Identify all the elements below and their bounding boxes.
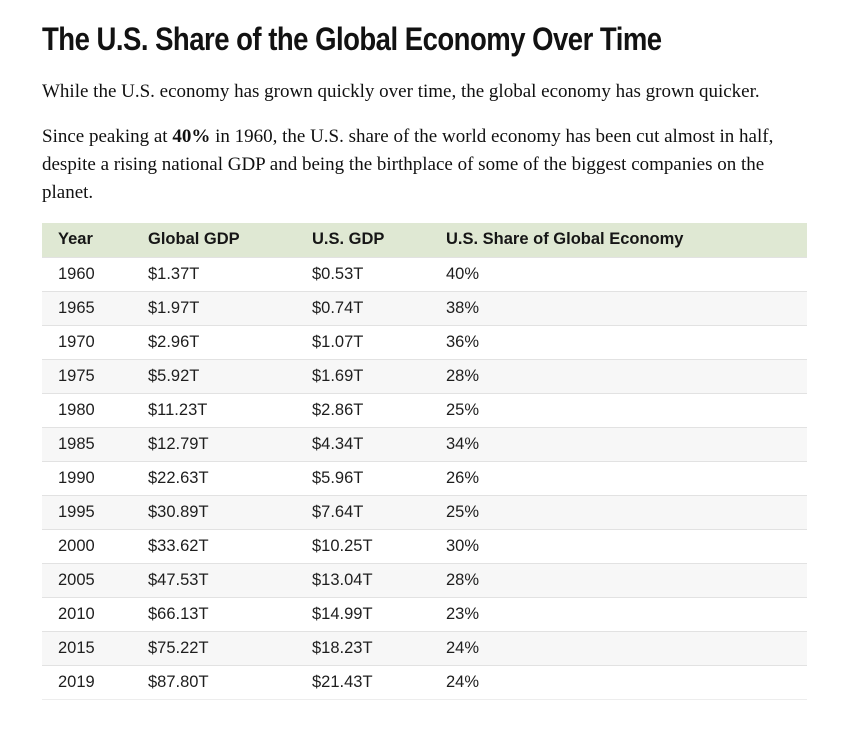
table-cell-us-gdp: $0.74T bbox=[296, 290, 430, 325]
table-row: 1960 $1.37T $0.53T 40% bbox=[42, 256, 807, 291]
table-cell-us-gdp: $18.23T bbox=[296, 630, 430, 665]
table-cell-us-share: 28% bbox=[430, 358, 807, 393]
table-cell-us-gdp: $1.69T bbox=[296, 358, 430, 393]
table-cell-us-share: 34% bbox=[430, 426, 807, 461]
table-cell-us-gdp: $4.34T bbox=[296, 426, 430, 461]
column-header-us-share: U.S. Share of Global Economy bbox=[430, 223, 807, 257]
table-cell-year: 1990 bbox=[42, 460, 132, 495]
table-header-row: Year Global GDP U.S. GDP U.S. Share of G… bbox=[42, 223, 807, 257]
table-cell-us-share: 24% bbox=[430, 664, 807, 700]
table-row: 2000 $33.62T $10.25T 30% bbox=[42, 528, 807, 563]
table-cell-global-gdp: $1.97T bbox=[132, 290, 296, 325]
table-cell-us-gdp: $7.64T bbox=[296, 494, 430, 529]
table-cell-us-share: 23% bbox=[430, 596, 807, 631]
table-cell-year: 1985 bbox=[42, 426, 132, 461]
table-cell-global-gdp: $11.23T bbox=[132, 392, 296, 427]
intro-paragraph: While the U.S. economy has grown quickly… bbox=[42, 81, 760, 102]
table-cell-global-gdp: $1.37T bbox=[132, 256, 296, 291]
table-cell-global-gdp: $33.62T bbox=[132, 528, 296, 563]
table-cell-us-gdp: $13.04T bbox=[296, 562, 430, 597]
table-cell-year: 1975 bbox=[42, 358, 132, 393]
table-cell-global-gdp: $47.53T bbox=[132, 562, 296, 597]
gdp-share-table: Year Global GDP U.S. GDP U.S. Share of G… bbox=[42, 223, 807, 700]
table-cell-us-share: 26% bbox=[430, 460, 807, 495]
table-cell-us-share: 25% bbox=[430, 392, 807, 427]
column-header-global-gdp: Global GDP bbox=[132, 223, 296, 257]
table-cell-global-gdp: $87.80T bbox=[132, 664, 296, 700]
table-cell-year: 1965 bbox=[42, 290, 132, 325]
table-row: 1990 $22.63T $5.96T 26% bbox=[42, 460, 807, 495]
table-cell-year: 1960 bbox=[42, 256, 132, 291]
table-row: 1975 $5.92T $1.69T 28% bbox=[42, 358, 807, 393]
table-row: 2010 $66.13T $14.99T 23% bbox=[42, 596, 807, 631]
table-row: 1965 $1.97T $0.74T 38% bbox=[42, 290, 807, 325]
table-cell-year: 1980 bbox=[42, 392, 132, 427]
table-cell-us-share: 30% bbox=[430, 528, 807, 563]
table-cell-us-gdp: $5.96T bbox=[296, 460, 430, 495]
summary-paragraph: Since peaking at 40% in 1960, the U.S. s… bbox=[42, 123, 807, 207]
table-cell-global-gdp: $30.89T bbox=[132, 494, 296, 529]
table-cell-us-share: 40% bbox=[430, 256, 807, 291]
table-header: Year Global GDP U.S. GDP U.S. Share of G… bbox=[42, 223, 807, 257]
table-row: 1995 $30.89T $7.64T 25% bbox=[42, 494, 807, 529]
table-cell-us-gdp: $2.86T bbox=[296, 392, 430, 427]
table-cell-us-share: 25% bbox=[430, 494, 807, 529]
table-row: 1970 $2.96T $1.07T 36% bbox=[42, 324, 807, 359]
table-row: 2015 $75.22T $18.23T 24% bbox=[42, 630, 807, 665]
table-cell-global-gdp: $2.96T bbox=[132, 324, 296, 359]
table-cell-us-gdp: $21.43T bbox=[296, 664, 430, 700]
table-cell-us-share: 38% bbox=[430, 290, 807, 325]
table-cell-global-gdp: $22.63T bbox=[132, 460, 296, 495]
table-row: 2005 $47.53T $13.04T 28% bbox=[42, 562, 807, 597]
table-cell-year: 2000 bbox=[42, 528, 132, 563]
column-header-year: Year bbox=[42, 223, 132, 257]
table-cell-us-share: 36% bbox=[430, 324, 807, 359]
table-cell-year: 2015 bbox=[42, 630, 132, 665]
table-cell-us-gdp: $10.25T bbox=[296, 528, 430, 563]
table-row: 1980 $11.23T $2.86T 25% bbox=[42, 392, 807, 427]
peak-percentage: 40% bbox=[172, 126, 211, 147]
table-row: 2019 $87.80T $21.43T 24% bbox=[42, 664, 807, 700]
page-title: The U.S. Share of the Global Economy Ove… bbox=[42, 21, 662, 57]
table-cell-us-gdp: $0.53T bbox=[296, 256, 430, 291]
table-cell-year: 2005 bbox=[42, 562, 132, 597]
summary-text-after: in 1960, the U.S. share of the world eco… bbox=[42, 126, 774, 203]
summary-text-before: Since peaking at bbox=[42, 126, 173, 147]
column-header-us-gdp: U.S. GDP bbox=[296, 223, 430, 257]
article: The U.S. Share of the Global Economy Ove… bbox=[42, 21, 807, 700]
table-cell-year: 2010 bbox=[42, 596, 132, 631]
table-cell-year: 1970 bbox=[42, 324, 132, 359]
table-cell-global-gdp: $5.92T bbox=[132, 358, 296, 393]
table-cell-global-gdp: $66.13T bbox=[132, 596, 296, 631]
table-cell-global-gdp: $75.22T bbox=[132, 630, 296, 665]
table-body: 1960 $1.37T $0.53T 40% 1965 $1.97T $0.74T 38% 19… bbox=[42, 256, 807, 700]
table-cell-year: 1995 bbox=[42, 494, 132, 529]
table-cell-global-gdp: $12.79T bbox=[132, 426, 296, 461]
table-cell-year: 2019 bbox=[42, 664, 132, 700]
table-cell-us-gdp: $14.99T bbox=[296, 596, 430, 631]
table-row: 1985 $12.79T $4.34T 34% bbox=[42, 426, 807, 461]
table-cell-us-share: 24% bbox=[430, 630, 807, 665]
table-cell-us-gdp: $1.07T bbox=[296, 324, 430, 359]
table-cell-us-share: 28% bbox=[430, 562, 807, 597]
